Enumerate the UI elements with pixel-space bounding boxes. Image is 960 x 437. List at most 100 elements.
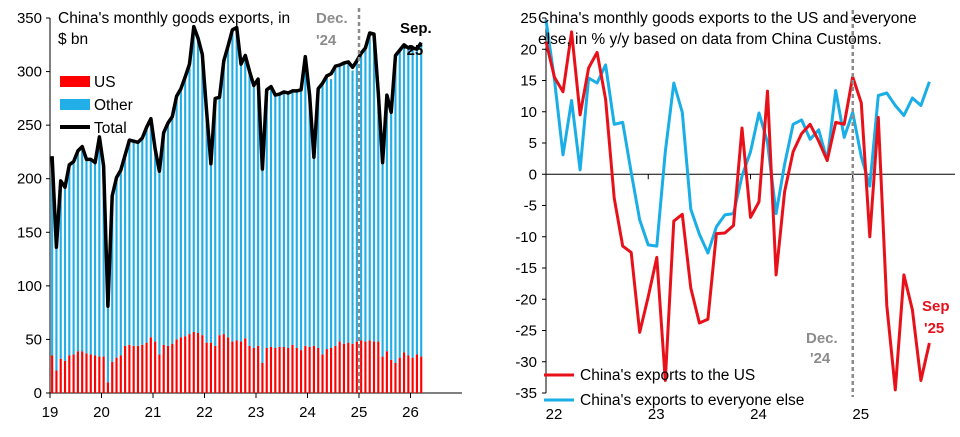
- right-y-tick-label: -35: [515, 385, 537, 402]
- other-bar: [244, 55, 247, 339]
- us-bar: [248, 345, 251, 393]
- us-bar: [106, 382, 110, 393]
- other-bar: [201, 54, 204, 336]
- other-bar: [342, 63, 346, 344]
- right-y-tick-label: 10: [520, 104, 537, 121]
- us-bar: [274, 348, 277, 393]
- other-bar: [55, 247, 58, 371]
- us-bar: [179, 337, 182, 393]
- us-yoy-line: [544, 30, 931, 392]
- us-bar: [257, 345, 260, 393]
- us-bar: [209, 342, 213, 393]
- left-marker-label-line-1: Dec.: [316, 10, 348, 27]
- legend-us-line-label: China's exports to the US: [580, 367, 755, 384]
- us-bar: [158, 354, 161, 393]
- us-bar: [269, 346, 273, 393]
- other-bar: [81, 146, 84, 352]
- us-bar: [304, 345, 307, 393]
- right-y-tick-label: 5: [529, 135, 537, 152]
- other-bar: [102, 165, 105, 357]
- other-bar: [136, 142, 140, 346]
- other-bar: [355, 60, 358, 342]
- left-y-tick-label: 350: [17, 10, 42, 27]
- us-bar: [214, 345, 217, 393]
- left-x-tick-label: 24: [299, 404, 316, 421]
- us-bar: [102, 356, 105, 393]
- legend-total-label: Total: [94, 120, 127, 137]
- other-bar: [59, 180, 62, 359]
- us-bar: [372, 341, 376, 393]
- legend-us-label: US: [94, 74, 116, 91]
- other-bar: [287, 93, 290, 348]
- us-bar: [218, 335, 221, 393]
- left-x-tick-label: 21: [145, 404, 162, 421]
- other-bar: [106, 306, 110, 383]
- other-bar: [282, 91, 285, 347]
- other-bar: [274, 95, 277, 349]
- us-bar: [235, 340, 238, 393]
- other-bar: [351, 70, 354, 344]
- us-bar: [411, 357, 414, 393]
- us-bar: [227, 337, 230, 393]
- us-bar: [81, 351, 84, 393]
- us-bar: [239, 341, 243, 393]
- left-y-tick-label: 250: [17, 117, 42, 134]
- exports-bar-chart: 0 50 100 150 200 250 300 350 19 20 21 22 23 24 25 26 Ch…: [17, 8, 462, 421]
- right-legend: China's exports to the US China's export…: [544, 367, 804, 409]
- right-chart-title-line-2: else, in % y/y based on data from China …: [538, 31, 882, 48]
- us-bar: [85, 353, 88, 393]
- us-bar: [398, 357, 401, 393]
- right-x-tick-label: 22: [546, 406, 563, 423]
- other-bar: [415, 49, 418, 355]
- us-bar: [141, 344, 144, 393]
- other-bar: [209, 163, 213, 343]
- other-bar: [179, 88, 182, 338]
- us-bar: [308, 346, 311, 393]
- other-bar: [334, 68, 337, 346]
- us-bar: [68, 355, 71, 393]
- right-axes: 25 20 15 10 5 0 -5 -10 -15 -20 -25 -30 -35 22 23 24 25: [515, 10, 955, 423]
- us-bar: [72, 354, 75, 393]
- us-bar: [145, 342, 148, 393]
- other-bar: [63, 187, 67, 361]
- right-y-tick-label: -20: [515, 291, 537, 308]
- us-bar: [381, 356, 384, 393]
- legend-other-label: Other: [94, 97, 133, 114]
- other-bar: [184, 76, 187, 337]
- us-bar: [128, 344, 131, 393]
- other-bar: [347, 61, 350, 343]
- other-bar: [278, 94, 281, 347]
- left-x-tick-label: 22: [196, 404, 213, 421]
- other-bar: [115, 177, 118, 358]
- us-bar: [244, 338, 247, 393]
- total-line: [50, 24, 423, 308]
- right-x-tick-label: 24: [750, 406, 767, 423]
- us-bar: [377, 341, 380, 393]
- other-bar: [154, 148, 157, 342]
- other-bar: [411, 48, 414, 358]
- us-bar: [312, 345, 315, 393]
- yoy-line-chart: 25 20 15 10 5 0 -5 -10 -15 -20 -25 -30 -35 22 23 24 25 C…: [515, 10, 955, 423]
- us-bar: [287, 348, 290, 393]
- us-bar: [192, 331, 195, 393]
- other-bar: [394, 55, 397, 363]
- other-bar: [222, 60, 225, 335]
- other-bar: [338, 65, 341, 342]
- us-bar: [166, 345, 170, 393]
- left-y-tick-label: 200: [17, 171, 42, 188]
- us-bar: [89, 354, 92, 393]
- other-bar: [192, 26, 195, 332]
- left-axes: 0 50 100 150 200 250 300 350 19 20 21 22 23 24 25 26: [17, 10, 462, 421]
- us-bar: [136, 345, 140, 393]
- other-bar: [407, 48, 410, 356]
- right-x-tick-label: 25: [852, 406, 869, 423]
- other-bar: [312, 157, 315, 346]
- other-bar: [364, 48, 367, 342]
- us-bar: [231, 341, 234, 393]
- other-bar: [231, 29, 234, 342]
- us-bar: [171, 343, 174, 393]
- other-bar: [166, 123, 170, 346]
- us-bar: [154, 341, 157, 393]
- other-bar: [291, 90, 294, 345]
- other-bar: [214, 98, 217, 346]
